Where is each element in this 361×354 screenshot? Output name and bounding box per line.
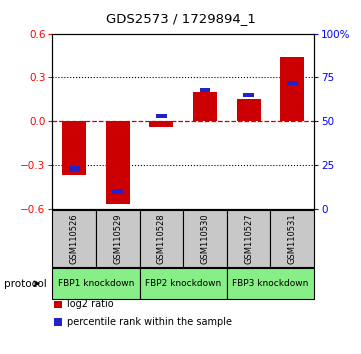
Bar <box>243 93 254 97</box>
Bar <box>156 114 167 118</box>
Bar <box>54 318 62 326</box>
Text: GDS2573 / 1729894_1: GDS2573 / 1729894_1 <box>105 12 256 25</box>
Bar <box>280 57 304 121</box>
Bar <box>52 268 140 299</box>
Bar <box>140 268 227 299</box>
Bar <box>106 121 130 205</box>
Bar <box>69 166 80 171</box>
Text: GSM110530: GSM110530 <box>200 213 209 264</box>
Bar <box>227 210 270 267</box>
Bar <box>270 210 314 267</box>
Bar <box>149 121 173 127</box>
Text: GSM110527: GSM110527 <box>244 213 253 264</box>
Text: GSM110528: GSM110528 <box>157 213 166 264</box>
Text: GSM110531: GSM110531 <box>288 213 297 264</box>
Bar <box>112 189 123 194</box>
Text: protocol: protocol <box>4 279 46 289</box>
Bar <box>287 80 298 85</box>
Text: GSM110529: GSM110529 <box>113 213 122 264</box>
Text: FBP1 knockdown: FBP1 knockdown <box>58 279 134 288</box>
Bar <box>237 99 261 121</box>
Text: percentile rank within the sample: percentile rank within the sample <box>67 317 232 327</box>
Bar <box>200 87 210 92</box>
Text: log2 ratio: log2 ratio <box>67 299 113 309</box>
Bar <box>227 268 314 299</box>
Text: FBP2 knockdown: FBP2 knockdown <box>145 279 221 288</box>
Bar <box>54 301 62 308</box>
Bar <box>96 210 140 267</box>
Text: FBP3 knockdown: FBP3 knockdown <box>232 279 309 288</box>
Bar <box>62 121 86 175</box>
Bar <box>52 210 96 267</box>
Text: GSM110526: GSM110526 <box>70 213 79 264</box>
Bar <box>193 92 217 121</box>
Bar <box>140 210 183 267</box>
Bar <box>183 210 227 267</box>
